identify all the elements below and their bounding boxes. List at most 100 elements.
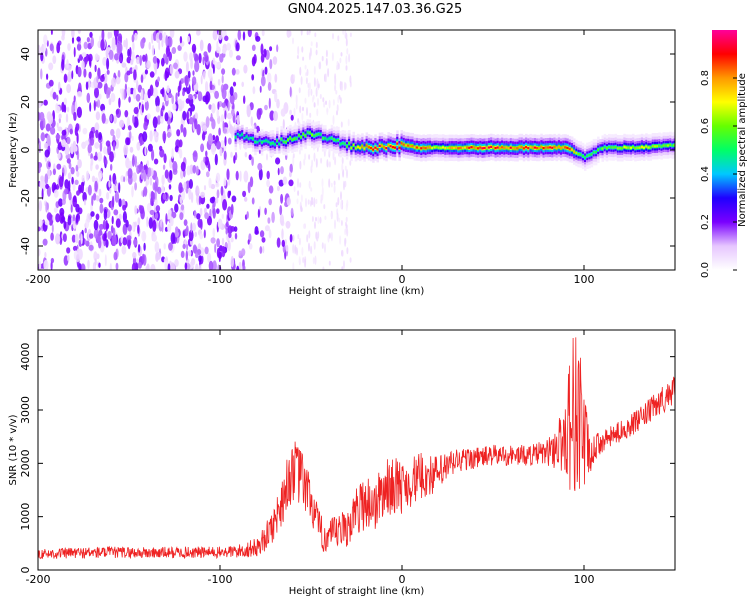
heatmap-cell (137, 84, 143, 93)
heatmap-cell (146, 263, 150, 270)
heatmap-cell (313, 77, 316, 88)
heatmap-cell (345, 32, 348, 40)
heatmap-cell (233, 155, 236, 164)
heatmap-cell (243, 64, 248, 74)
heatmap-cell (308, 131, 312, 134)
heatmap-cell (274, 73, 278, 83)
heatmap-cell (198, 255, 202, 263)
heatmap-cell (210, 143, 216, 155)
heatmap-cell (605, 147, 609, 150)
heatmap-cell (105, 140, 111, 147)
heatmap-cell (266, 170, 270, 180)
heatmap-cell (198, 195, 201, 206)
heatmap-cell (308, 230, 311, 239)
heatmap-cell (325, 57, 328, 66)
heatmap-cell (338, 217, 341, 223)
heatmap-cell (106, 192, 110, 200)
heatmap-cell (487, 146, 491, 149)
heatmap-cell (345, 224, 348, 229)
heatmap-cell (267, 217, 271, 224)
heatmap-cell (296, 55, 299, 59)
heatmap-cell (132, 172, 137, 183)
heatmap-cell (132, 114, 135, 124)
heatmap-cell (339, 235, 342, 245)
heatmap-cell (302, 257, 305, 264)
heatmap-cell (306, 131, 310, 134)
heatmap-cell (446, 146, 449, 150)
heatmap-cell (39, 219, 43, 227)
heatmap-cell (216, 140, 221, 150)
heatmap-cell (306, 107, 308, 116)
heatmap-cell (634, 147, 637, 150)
heatmap-cell (117, 42, 123, 54)
heatmap-cell (236, 114, 240, 125)
heatmap-cell (153, 87, 158, 98)
heatmap-cell (490, 145, 493, 148)
heatmap-cell (273, 110, 278, 122)
heatmap-cell (321, 194, 324, 201)
heatmap-cell (317, 231, 320, 239)
heatmap-cell (649, 146, 652, 149)
heatmap-cell (387, 144, 390, 147)
heatmap-cell (252, 86, 256, 95)
heatmap-cell (241, 248, 246, 257)
heatmap-cell (669, 143, 672, 146)
heatmap-cell (118, 56, 122, 63)
heatmap-cell (51, 224, 54, 233)
heatmap-cell (149, 84, 154, 97)
heatmap-cell (76, 171, 80, 177)
heatmap-cell (262, 245, 265, 254)
heatmap-cell (335, 139, 338, 142)
heatmap-cell (289, 86, 292, 98)
heatmap-cell (346, 247, 349, 255)
heatmap-cell (89, 102, 92, 112)
heatmap-cell (339, 143, 342, 146)
heatmap-cell (146, 160, 150, 167)
heatmap-y-tick-label: 20 (19, 95, 32, 109)
heatmap-cell (95, 129, 99, 139)
snr-y-axis-label: SNR (10 * v/v) (8, 414, 19, 485)
heatmap-cell (322, 97, 325, 103)
heatmap-cell (294, 244, 297, 255)
heatmap-cell (134, 182, 138, 191)
heatmap-cell (121, 245, 127, 255)
heatmap-cell (133, 107, 139, 115)
heatmap-cell (151, 149, 155, 161)
heatmap-cell (58, 176, 64, 188)
heatmap-cell (72, 140, 77, 153)
heatmap-cell (38, 144, 41, 154)
heatmap-cell (315, 87, 318, 97)
heatmap-cell (68, 162, 72, 170)
heatmap-cell (402, 143, 406, 146)
heatmap-cell (437, 146, 441, 149)
heatmap-cell (85, 81, 89, 90)
heatmap-cell (96, 235, 101, 242)
heatmap-cell (134, 32, 138, 41)
heatmap-cell (199, 247, 205, 257)
heatmap-cell (336, 64, 339, 71)
heatmap-cell (212, 134, 216, 141)
heatmap-cell (505, 146, 508, 149)
heatmap-cell (159, 148, 165, 158)
heatmap-cell (332, 115, 335, 125)
heatmap-cell (614, 146, 618, 149)
heatmap-cell (236, 265, 240, 270)
heatmap-cell (276, 44, 279, 53)
heatmap-cell (293, 107, 296, 117)
heatmap-cell (44, 142, 48, 149)
heatmap-cell (57, 152, 61, 159)
heatmap-cell (268, 198, 273, 206)
heatmap-cell (256, 141, 259, 144)
heatmap-cell (44, 220, 50, 226)
heatmap-cell (149, 71, 155, 78)
heatmap-y-tick-label: 0 (19, 147, 32, 154)
heatmap-cell (210, 183, 216, 190)
heatmap-cell (174, 203, 179, 213)
heatmap-cell (131, 135, 134, 141)
heatmap-cell (324, 73, 327, 83)
heatmap-cell (209, 197, 215, 204)
heatmap-cell (104, 254, 107, 267)
heatmap-cell (314, 221, 316, 229)
heatmap-cell (192, 164, 197, 174)
heatmap-cell (40, 132, 45, 142)
